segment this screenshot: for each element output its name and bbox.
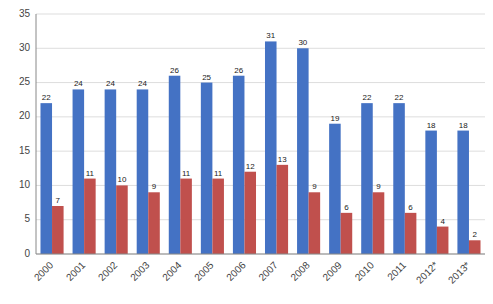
bar <box>309 192 321 254</box>
data-label: 13 <box>278 155 287 164</box>
data-label: 26 <box>170 66 179 75</box>
x-tick-label: 2006 <box>224 259 248 283</box>
x-tick-label: 2010 <box>353 259 377 283</box>
chart: 0510152025303522242424262526313019222218… <box>0 0 493 304</box>
data-label: 10 <box>117 175 126 184</box>
data-label: 6 <box>408 203 413 212</box>
x-tick-label: 2000 <box>32 259 56 283</box>
x-tick-label: 2008 <box>288 259 312 283</box>
data-label: 30 <box>298 38 307 47</box>
y-tick-label: 30 <box>19 42 31 53</box>
x-tick-label: 2007 <box>256 259 280 283</box>
bar <box>425 131 437 254</box>
data-label: 24 <box>74 79 83 88</box>
bar <box>73 89 85 254</box>
bar <box>169 76 181 254</box>
data-label: 9 <box>312 182 317 191</box>
bar <box>341 213 353 254</box>
bar <box>265 41 277 254</box>
y-tick-label: 5 <box>24 213 30 224</box>
bar <box>457 131 469 254</box>
data-label: 11 <box>214 169 223 178</box>
bar <box>52 206 64 254</box>
x-axis-line <box>36 254 485 255</box>
bar <box>297 48 309 254</box>
data-label: 4 <box>440 217 445 226</box>
x-tick-label: 2003 <box>128 259 152 283</box>
bar <box>405 213 417 254</box>
bar <box>105 89 117 254</box>
bar <box>137 89 149 254</box>
bar <box>40 103 52 254</box>
x-axis: 2000 2001 2002 2003 2004 2005 2006 2007 2008 2009… <box>32 259 473 286</box>
data-label: 19 <box>330 114 339 123</box>
bar <box>329 124 341 254</box>
x-tick-label: 2002 <box>96 259 120 283</box>
y-axis: 0 5 10 15 20 25 30 35 <box>19 8 31 259</box>
grid-line <box>36 254 485 255</box>
grid-line <box>36 82 485 83</box>
y-tick-label: 15 <box>19 145 31 156</box>
data-label: 18 <box>459 121 468 130</box>
y-tick-label: 10 <box>19 179 31 190</box>
bar <box>437 227 449 254</box>
data-label: 9 <box>376 182 381 191</box>
x-tick-label: 2001 <box>64 259 88 283</box>
data-label: 2 <box>473 230 478 239</box>
data-label: 31 <box>266 31 275 40</box>
data-label: 25 <box>202 73 211 82</box>
grid-line <box>36 151 485 152</box>
data-label: 24 <box>106 79 115 88</box>
data-label: 9 <box>152 182 157 191</box>
bar <box>148 192 160 254</box>
data-label: 11 <box>86 169 95 178</box>
grid-line <box>36 14 485 15</box>
grid-line <box>36 48 485 49</box>
grid-line <box>36 219 485 220</box>
y-axis-line <box>36 14 37 254</box>
data-label: 7 <box>56 196 61 205</box>
bar <box>277 165 289 254</box>
bar <box>373 192 385 254</box>
bar <box>393 103 405 254</box>
data-label: 22 <box>363 93 372 102</box>
y-tick-label: 35 <box>19 8 31 19</box>
bar <box>84 179 96 254</box>
x-tick-label: 2012* <box>414 259 440 285</box>
x-tick-label: 2011 <box>385 259 408 282</box>
bars <box>40 41 480 254</box>
data-label: 11 <box>182 169 191 178</box>
bar <box>116 185 128 254</box>
bar <box>469 240 481 254</box>
bar <box>233 76 245 254</box>
x-tick-label: 2013* <box>446 259 472 285</box>
y-tick-label: 0 <box>24 248 30 259</box>
y-tick-label: 20 <box>19 110 31 121</box>
data-label: 22 <box>42 93 51 102</box>
y-tick-label: 25 <box>19 76 31 87</box>
y-grid <box>36 14 485 254</box>
x-tick-label: 2009 <box>320 259 344 283</box>
grid-line <box>36 116 485 117</box>
x-tick-label: 2004 <box>160 259 184 283</box>
data-label: 6 <box>344 203 349 212</box>
data-label: 18 <box>427 121 436 130</box>
data-label: 26 <box>234 66 243 75</box>
x-tick-label: 2005 <box>192 259 216 283</box>
data-label: 22 <box>395 93 404 102</box>
bar <box>361 103 373 254</box>
data-label: 12 <box>246 162 255 171</box>
data-labels: 2224242426252631301922221818711109111112… <box>42 31 478 239</box>
bar <box>180 179 192 254</box>
grid-line <box>36 185 485 186</box>
data-label: 24 <box>138 79 147 88</box>
chart-container: 0510152025303522242424262526313019222218… <box>0 0 493 304</box>
bar <box>201 83 213 254</box>
bar <box>244 172 256 254</box>
bar <box>212 179 224 254</box>
